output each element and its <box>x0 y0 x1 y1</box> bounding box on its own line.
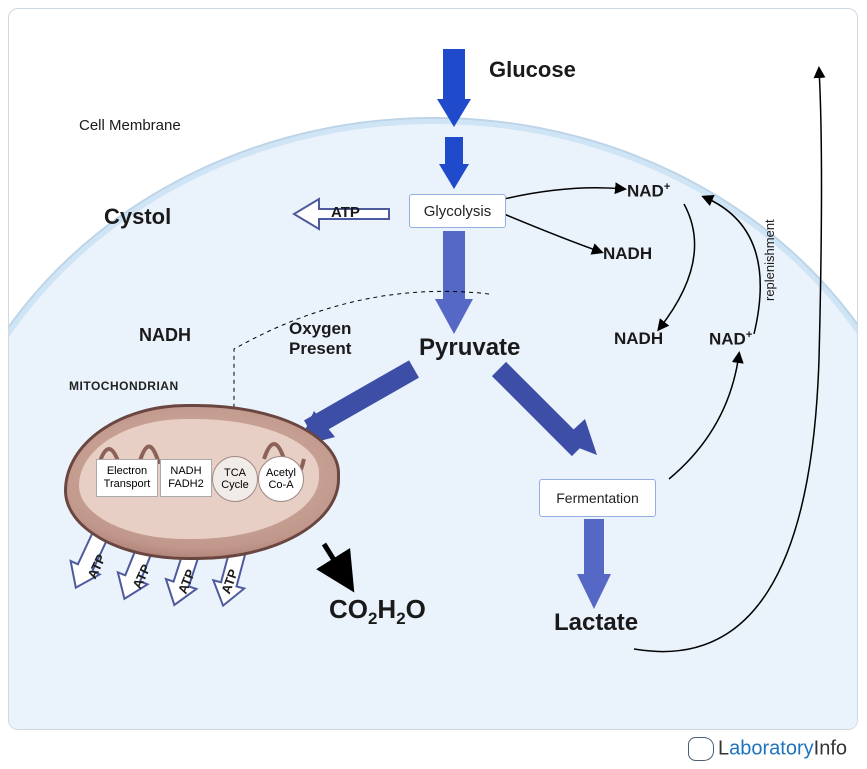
watermark-blue: aboratory <box>729 737 814 759</box>
cytosol-label: Cystol <box>104 204 171 230</box>
cell-membrane-label: Cell Membrane <box>79 117 181 134</box>
nadh-label-3: NADH <box>614 329 663 349</box>
watermark-icon <box>688 737 714 761</box>
tca-cycle-circle: TCA Cycle <box>212 456 258 502</box>
nad-plus-label-2: NAD+ <box>709 329 752 350</box>
nadh-label-1: NADH <box>603 244 652 264</box>
co2h2o-label: CO2H2O <box>329 594 426 629</box>
diagram-frame: Glucose Cell Membrane Cystol ATP Glycoly… <box>8 8 858 730</box>
fermentation-box: Fermentation <box>539 479 656 517</box>
nadh-label-2: NADH <box>139 325 191 346</box>
watermark-info: Info <box>814 737 847 759</box>
atp-glycolysis-label: ATP <box>331 204 360 221</box>
mitochondrion-title: MITOCHONDRIAN <box>69 379 179 393</box>
glycolysis-box: Glycolysis <box>409 194 506 228</box>
lactate-label: Lactate <box>554 609 638 637</box>
glucose-label: Glucose <box>489 57 576 83</box>
nadh-fadh2-box: NADH FADH2 <box>160 459 212 497</box>
diagram-canvas: Glucose Cell Membrane Cystol ATP Glycoly… <box>0 0 867 769</box>
acetyl-coa-circle: Acetyl Co-A <box>258 456 304 502</box>
pyruvate-label: Pyruvate <box>419 334 520 362</box>
replenishment-label: replenishment <box>762 219 777 301</box>
watermark-l: L <box>718 737 729 759</box>
nad-plus-label-1: NAD+ <box>627 181 670 202</box>
mitochondrion-shape: Electron Transport NADH FADH2 TCA Cycle … <box>64 404 334 554</box>
electron-transport-box: Electron Transport <box>96 459 158 497</box>
oxygen-present-label: Oxygen Present <box>289 319 351 359</box>
watermark: LaboratoryInfo <box>688 737 847 761</box>
